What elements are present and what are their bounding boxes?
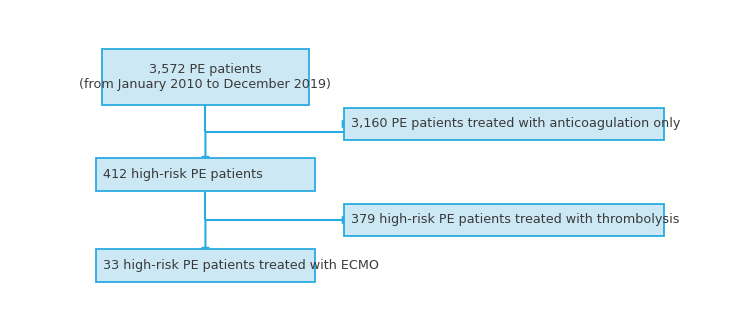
FancyBboxPatch shape xyxy=(96,158,315,191)
FancyBboxPatch shape xyxy=(344,203,664,236)
FancyBboxPatch shape xyxy=(96,249,315,282)
FancyBboxPatch shape xyxy=(344,108,664,140)
Text: 3,160 PE patients treated with anticoagulation only: 3,160 PE patients treated with anticoagu… xyxy=(350,117,680,131)
Text: 33 high-risk PE patients treated with ECMO: 33 high-risk PE patients treated with EC… xyxy=(103,259,379,272)
FancyBboxPatch shape xyxy=(102,50,310,105)
Text: 379 high-risk PE patients treated with thrombolysis: 379 high-risk PE patients treated with t… xyxy=(350,214,679,226)
Text: 412 high-risk PE patients: 412 high-risk PE patients xyxy=(103,168,263,181)
Text: 3,572 PE patients
(from January 2010 to December 2019): 3,572 PE patients (from January 2010 to … xyxy=(80,63,331,91)
